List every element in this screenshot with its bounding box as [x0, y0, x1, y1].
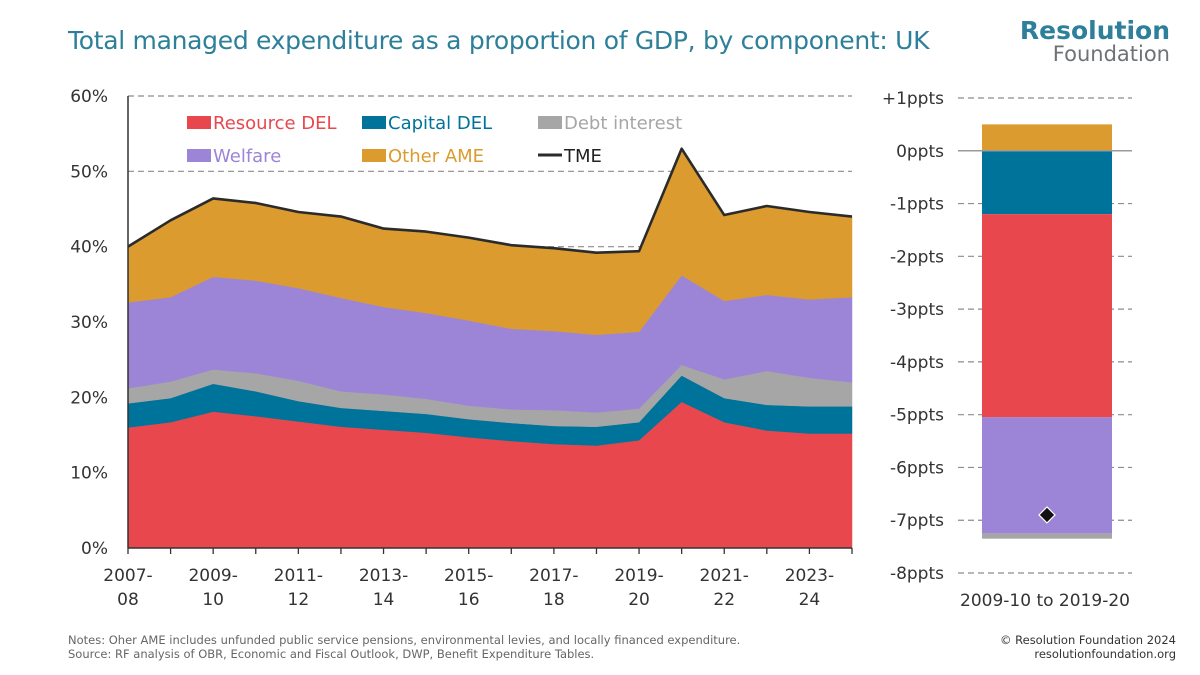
bar-segment-resource-del	[982, 214, 1112, 418]
credit: © Resolution Foundation 2024 resolutionf…	[1000, 633, 1176, 661]
y-tick-label: 50%	[70, 162, 108, 182]
y-tick-label: -6ppts	[890, 458, 944, 478]
x-tick-label: 12	[288, 590, 310, 610]
change-bar-chart: +1ppts 0ppts -1ppts -2ppts -3ppts -4ppts -5ppt…	[882, 89, 1132, 611]
x-tick-label: 24	[799, 590, 821, 610]
legend-label: Resource DEL	[213, 113, 337, 134]
y-tick-label: 20%	[70, 388, 108, 408]
x-tick-label: 08	[117, 590, 139, 610]
x-tick-label: 20	[628, 590, 650, 610]
legend-swatch-capital-del	[362, 116, 386, 129]
legend-label: Other AME	[388, 146, 484, 167]
main-area-chart: 0% 10% 20% 30% 40% 50% 60% 2007- 08 2009- 10 2011- 1…	[70, 87, 853, 610]
tme-line	[127, 147, 853, 254]
x-tick-label: 2011-	[274, 566, 323, 586]
x-tick-label: 2019-	[614, 566, 663, 586]
x-tick-label: 2015-	[444, 566, 493, 586]
copyright-line: © Resolution Foundation 2024	[999, 633, 1176, 647]
legend-swatch-resource-del	[187, 116, 211, 129]
source-line: Source: RF analysis of OBR, Economic and…	[68, 647, 595, 661]
y-tick-label: 60%	[70, 87, 108, 107]
y-tick-label: -4ppts	[890, 353, 944, 373]
y-tick-label: 40%	[70, 238, 108, 258]
website-line: resolutionfoundation.org	[1034, 647, 1176, 661]
x-tick-label: 2009-	[188, 566, 237, 586]
notes: Notes: Oher AME includes unfunded public…	[68, 633, 740, 661]
logo-line-2: Foundation	[1052, 42, 1170, 66]
x-tick-label: 10	[202, 590, 224, 610]
x-tick-label: 2021-	[700, 566, 749, 586]
resolution-foundation-logo: Resolution Foundation	[1020, 18, 1170, 65]
x-tick-label: 2007-	[103, 566, 152, 586]
x-tick-label: 18	[543, 590, 565, 610]
y-tick-label: -7ppts	[890, 511, 944, 531]
legend-label: TME	[563, 146, 602, 167]
chart-title: Total managed expenditure as a proportio…	[68, 26, 930, 55]
y-tick-label: 0ppts	[896, 142, 944, 162]
legend-swatch-other-ame	[362, 149, 386, 162]
y-tick-label: 10%	[70, 464, 108, 484]
x-tick-label: 2023-	[785, 566, 834, 586]
y-tick-label: -5ppts	[890, 406, 944, 426]
bar-segment-other-ame	[982, 124, 1112, 151]
x-tick-label: 22	[713, 590, 735, 610]
legend-swatch-debt-interest	[538, 116, 562, 129]
y-tick-label: -1ppts	[890, 195, 944, 215]
y-tick-label: 30%	[70, 313, 108, 333]
tme-change-marker	[1038, 506, 1056, 524]
bar-category-label: 2009-10 to 2019-20	[960, 591, 1130, 611]
legend-label: Welfare	[213, 146, 281, 167]
x-tick-label: 16	[458, 590, 480, 610]
y-tick-label: -2ppts	[890, 247, 944, 267]
x-tick-label: 2013-	[359, 566, 408, 586]
y-tick-label: 0%	[81, 539, 108, 559]
y-tick-label: +1ppts	[882, 89, 944, 109]
x-tick-label: 14	[373, 590, 395, 610]
logo-line-1: Resolution	[1019, 16, 1170, 45]
bar-segment-capital-del	[982, 150, 1112, 215]
bar-segment-debt-interest	[982, 533, 1112, 539]
legend-swatch-welfare	[187, 149, 211, 162]
x-tick-label: 2017-	[529, 566, 578, 586]
legend-label: Capital DEL	[388, 113, 492, 134]
notes-line: Notes: Oher AME includes unfunded public…	[68, 633, 741, 647]
y-tick-label: -3ppts	[890, 300, 944, 320]
legend-label: Debt interest	[564, 113, 682, 134]
y-tick-label: -8ppts	[890, 564, 944, 584]
